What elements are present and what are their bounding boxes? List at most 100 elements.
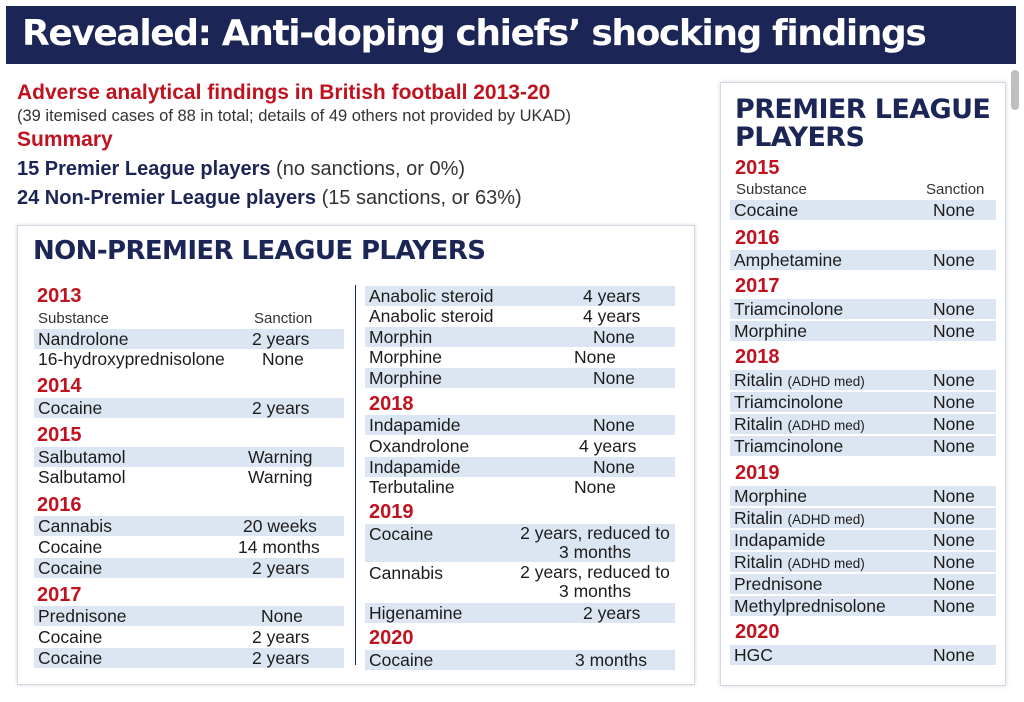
sanction-cell: None [933, 436, 975, 456]
sanction-cell: 2 years [583, 603, 641, 623]
adhd-note: (ADHD med) [787, 374, 865, 389]
substance-name: Ritalin [734, 370, 783, 390]
table-row: Indapamide None [730, 530, 996, 550]
table-row: Prednisone None [34, 606, 344, 626]
summary-line-pl: 15 Premier League players (no sanctions,… [17, 156, 465, 182]
table-row: Cocaine 2 years [34, 627, 344, 647]
sanction-cell: None [933, 645, 975, 665]
substance-cell: Morphine [734, 486, 807, 506]
table-row: Triamcinolone None [730, 436, 996, 456]
substance-cell: Morphin [369, 327, 433, 347]
table-row: Cocaine 2 years [34, 558, 344, 578]
table-row: Morphine None [365, 347, 675, 367]
column-divider [355, 285, 356, 665]
sanction-cell: 4 years [583, 306, 641, 326]
intro-title: Adverse analytical findings in British f… [17, 81, 551, 104]
substance-cell: Morphine [734, 321, 807, 341]
substance-cell: Oxandrolone [369, 436, 470, 456]
substance-cell: Ritalin (ADHD med) [734, 508, 865, 530]
table-row: Cocaine 14 months [34, 537, 344, 557]
year-heading: 2018 [369, 393, 414, 415]
sanction-cell: 4 years [583, 286, 641, 306]
sanction-cell: 2 years [252, 648, 310, 668]
sanction-cell: 2 years [252, 329, 310, 349]
table-row: Cannabis 20 weeks [34, 516, 344, 536]
substance-cell: Higenamine [369, 603, 463, 623]
sanction-cell: None [933, 370, 975, 390]
table-row: Indapamide None [365, 415, 675, 435]
sanction-cell: Warning [248, 447, 313, 467]
year-heading: 2019 [369, 501, 414, 523]
table-row: Anabolic steroid 4 years [365, 306, 675, 326]
substance-cell: Anabolic steroid [369, 286, 494, 306]
table-row: Cocaine 2 years [34, 398, 344, 418]
sanction-cell: None [262, 349, 304, 369]
sanction-cell: None [933, 552, 975, 572]
sanction-column-header: Sanction [254, 310, 313, 327]
substance-cell: Nandrolone [38, 329, 129, 349]
table-row: Salbutamol Warning [34, 447, 344, 467]
year-heading: 2020 [735, 621, 780, 643]
sanction-cell: None [933, 574, 975, 594]
substance-cell: Cocaine [369, 524, 434, 544]
table-row: Triamcinolone None [730, 392, 996, 412]
sanction-cell: None [261, 606, 303, 626]
table-row: Terbutaline None [365, 477, 675, 497]
summary-title: Summary [17, 128, 113, 151]
intro-note: (39 itemised cases of 88 in total; detai… [17, 107, 571, 125]
summary-pl-detail: (no sanctions, or 0%) [270, 158, 466, 180]
substance-name: Ritalin [734, 552, 783, 572]
sanction-cell: None [593, 415, 635, 435]
substance-cell: Amphetamine [734, 250, 842, 270]
table-row: Salbutamol Warning [34, 467, 344, 487]
non-pl-title: NON-PREMIER LEAGUE PLAYERS [33, 236, 486, 266]
substance-cell: Triamcinolone [734, 299, 844, 319]
substance-name: Ritalin [734, 414, 783, 434]
sanction-cell: 2 years [252, 627, 310, 647]
year-heading: 2017 [37, 584, 82, 606]
scrollbar-thumb[interactable] [1011, 70, 1019, 110]
substance-cell: Salbutamol [38, 447, 126, 467]
year-heading: 2014 [37, 375, 82, 397]
sanction-cell: 14 months [238, 537, 320, 557]
sanction-cell: None [933, 486, 975, 506]
summary-line-non-pl: 24 Non-Premier League players (15 sancti… [17, 185, 522, 211]
table-row: Cocaine 2 years [34, 648, 344, 668]
year-heading: 2019 [735, 462, 780, 484]
substance-cell: Triamcinolone [734, 392, 844, 412]
substance-cell: Cocaine [38, 558, 103, 578]
substance-cell: Morphine [369, 368, 442, 388]
year-heading: 2013 [37, 285, 82, 307]
table-row: Cannabis 2 years, reduced to 3 months [365, 563, 675, 601]
substance-cell: Methylprednisolone [734, 596, 886, 616]
sanction-cell: None [933, 530, 975, 550]
table-row: Cocaine None [730, 200, 996, 220]
year-heading: 2015 [37, 424, 82, 446]
substance-cell: Indapamide [369, 415, 461, 435]
table-row: Ritalin (ADHD med) None [730, 552, 996, 572]
substance-cell: Cocaine [38, 398, 103, 418]
year-heading: 2018 [735, 346, 780, 368]
table-row: Cocaine 2 years, reduced to 3 months [365, 524, 675, 562]
summary-non-pl-detail: (15 sanctions, or 63%) [316, 187, 522, 209]
table-row: Anabolic steroid 4 years [365, 286, 675, 306]
substance-name: Ritalin [734, 508, 783, 528]
sanction-cell: None [933, 299, 975, 319]
table-row: 16-hydroxyprednisolone None [34, 349, 344, 369]
substance-cell: Cocaine [38, 627, 103, 647]
substance-cell: Indapamide [734, 530, 826, 550]
substance-cell: Cocaine [369, 650, 434, 670]
sanction-cell: None [933, 200, 975, 220]
year-heading: 2020 [369, 627, 414, 649]
substance-cell: Triamcinolone [734, 436, 844, 456]
year-heading: 2017 [735, 275, 780, 297]
sanction-cell: None [933, 596, 975, 616]
substance-cell: Cocaine [38, 537, 103, 557]
table-row: Ritalin (ADHD med) None [730, 508, 996, 528]
substance-cell: Morphine [369, 347, 442, 367]
pl-title-line1: PREMIER LEAGUE [735, 94, 991, 125]
sanction-cell: 2 years [252, 398, 310, 418]
substance-cell: Ritalin (ADHD med) [734, 552, 865, 574]
substance-column-header: Substance [38, 310, 109, 327]
substance-cell: Prednisone [38, 606, 127, 626]
